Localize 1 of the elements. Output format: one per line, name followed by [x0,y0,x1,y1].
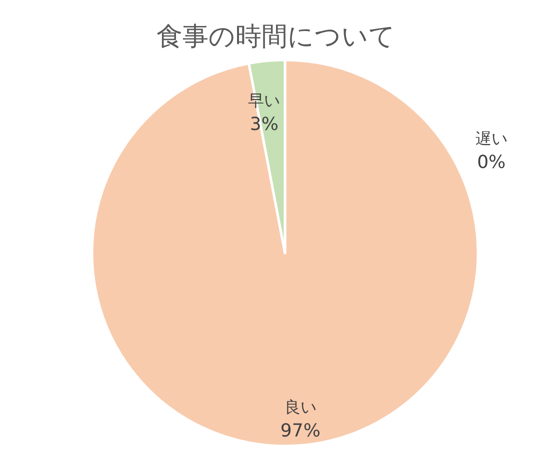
title: 食事の時間について [156,22,396,52]
